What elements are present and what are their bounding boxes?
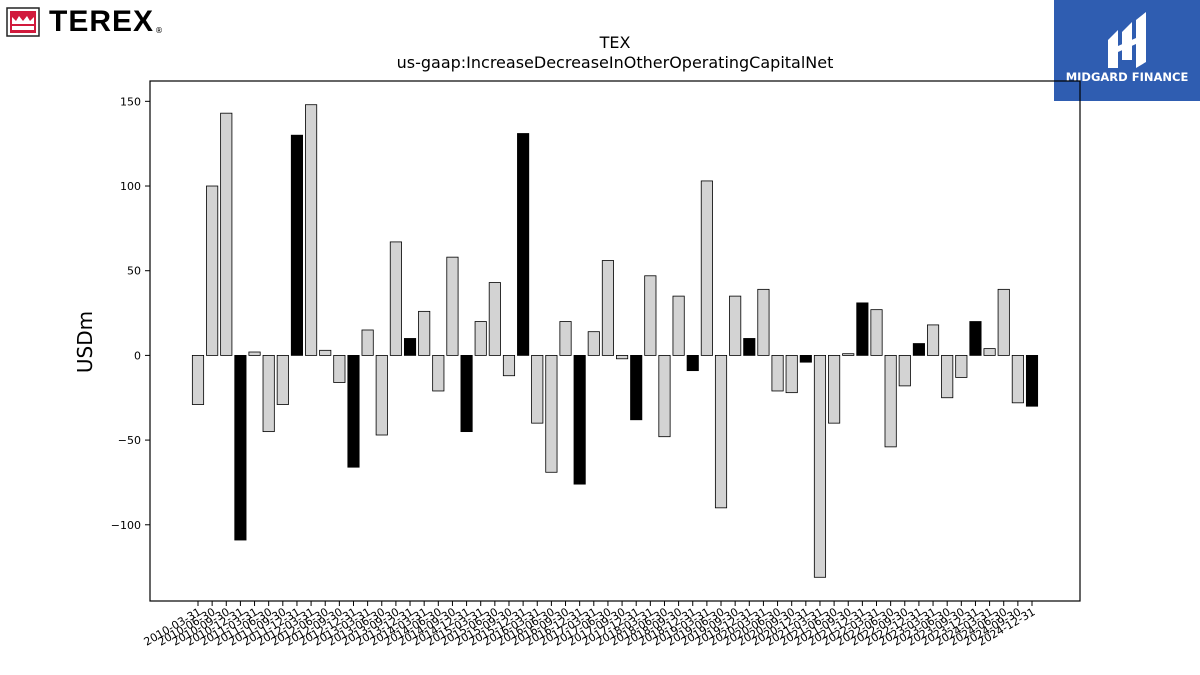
bar-2012-06-30 (319, 349, 332, 356)
bar-2022-06-30 (884, 354, 897, 448)
bar-2014-09-30 (446, 256, 459, 356)
bar-2016-03-31 (531, 354, 544, 424)
bar-2012-12-31 (347, 354, 360, 468)
bar-2022-09-30 (898, 354, 911, 387)
bar-2024-06-30 (997, 288, 1010, 356)
bar-2023-03-31 (926, 324, 940, 356)
plot-frame (149, 80, 1081, 602)
registered-mark: ® (155, 26, 164, 35)
y-tick-label: 50 (127, 265, 141, 278)
bar-2024-09-30 (1011, 354, 1024, 404)
bar-2011-06-30 (262, 354, 275, 433)
bar-2020-06-30 (771, 354, 784, 392)
bar-2018-09-30 (672, 295, 685, 356)
bar-2020-03-31 (757, 288, 770, 356)
bar-2019-09-30 (729, 295, 742, 356)
bar-2010-09-30 (220, 112, 233, 356)
chart-subtitle: us-gaap:IncreaseDecreaseInOtherOperating… (397, 53, 834, 72)
bar-2020-12-31 (799, 354, 812, 363)
bar-2019-06-30 (714, 354, 728, 509)
bar-2021-03-31 (813, 354, 827, 578)
bar-2015-06-30 (488, 282, 501, 356)
bar-2013-12-31 (403, 338, 417, 356)
bar-2021-06-30 (828, 354, 841, 424)
terex-crown-icon (6, 7, 40, 37)
y-axis-label: USDm (73, 311, 97, 373)
bar-2017-06-30 (601, 260, 614, 356)
bar-2014-12-31 (460, 354, 473, 433)
bar-2011-03-31 (248, 351, 261, 356)
bar-2023-09-30 (955, 354, 968, 378)
bar-2023-12-31 (969, 321, 982, 356)
midgard-finance-wordmark: MIDGARD FINANCE (1065, 70, 1189, 84)
bar-2017-03-31 (587, 331, 600, 356)
y-tick-label: −50 (118, 434, 141, 447)
bar-2017-09-30 (616, 354, 629, 360)
bar-2012-09-30 (333, 354, 346, 383)
bar-2010-03-31 (191, 354, 205, 405)
bar-2024-12-31 (1025, 354, 1039, 407)
bar-2015-12-31 (517, 133, 530, 356)
bar-2016-12-31 (573, 354, 586, 485)
bar-2015-03-31 (474, 321, 487, 356)
chart-title: TEX (599, 33, 631, 52)
bar-2020-09-30 (785, 354, 798, 394)
terex-logo: TEREX ® (6, 6, 163, 38)
bar-2015-09-30 (502, 354, 516, 377)
midgard-emblem-icon (1108, 12, 1146, 68)
bar-2013-09-30 (389, 241, 402, 356)
bar-2014-03-31 (418, 310, 431, 356)
bar-2016-09-30 (559, 321, 572, 356)
y-tick-label: −100 (111, 519, 141, 532)
bar-2018-03-31 (644, 275, 657, 356)
bar-2018-12-31 (686, 354, 699, 372)
x-axis-ticks: 2010-03-312010-06-302010-09-302010-12-31… (142, 601, 1038, 649)
bar-2021-09-30 (842, 353, 855, 356)
bar-2011-09-30 (276, 354, 289, 405)
y-tick-label: 0 (134, 349, 141, 362)
bar-2019-03-31 (700, 180, 713, 356)
bar-2021-12-31 (856, 302, 869, 356)
bar-2013-06-30 (375, 354, 388, 436)
bar-2019-12-31 (743, 338, 756, 356)
bars-group (191, 104, 1039, 578)
bar-2017-12-31 (630, 354, 643, 421)
y-axis-ticks: 150 100 50 0 −50 −100 (111, 95, 150, 532)
bar-2013-03-31 (361, 329, 374, 356)
bar-2011-12-31 (290, 134, 304, 356)
bar-2022-03-31 (870, 309, 883, 356)
terex-wordmark: TEREX (49, 5, 155, 38)
y-tick-label: 100 (120, 180, 141, 193)
bar-2010-12-31 (234, 354, 247, 541)
y-tick-label: 150 (120, 95, 141, 108)
bar-2022-12-31 (912, 343, 925, 356)
bar-2018-06-30 (658, 354, 671, 438)
bar-2023-06-30 (941, 354, 954, 399)
bar-2014-06-30 (432, 354, 445, 392)
bar-2016-06-30 (545, 354, 558, 473)
bar-2024-03-31 (983, 348, 996, 356)
bar-2010-06-30 (206, 185, 219, 356)
bar-2012-03-31 (305, 104, 318, 356)
midgard-finance-logo: MIDGARD FINANCE (1054, 0, 1200, 101)
